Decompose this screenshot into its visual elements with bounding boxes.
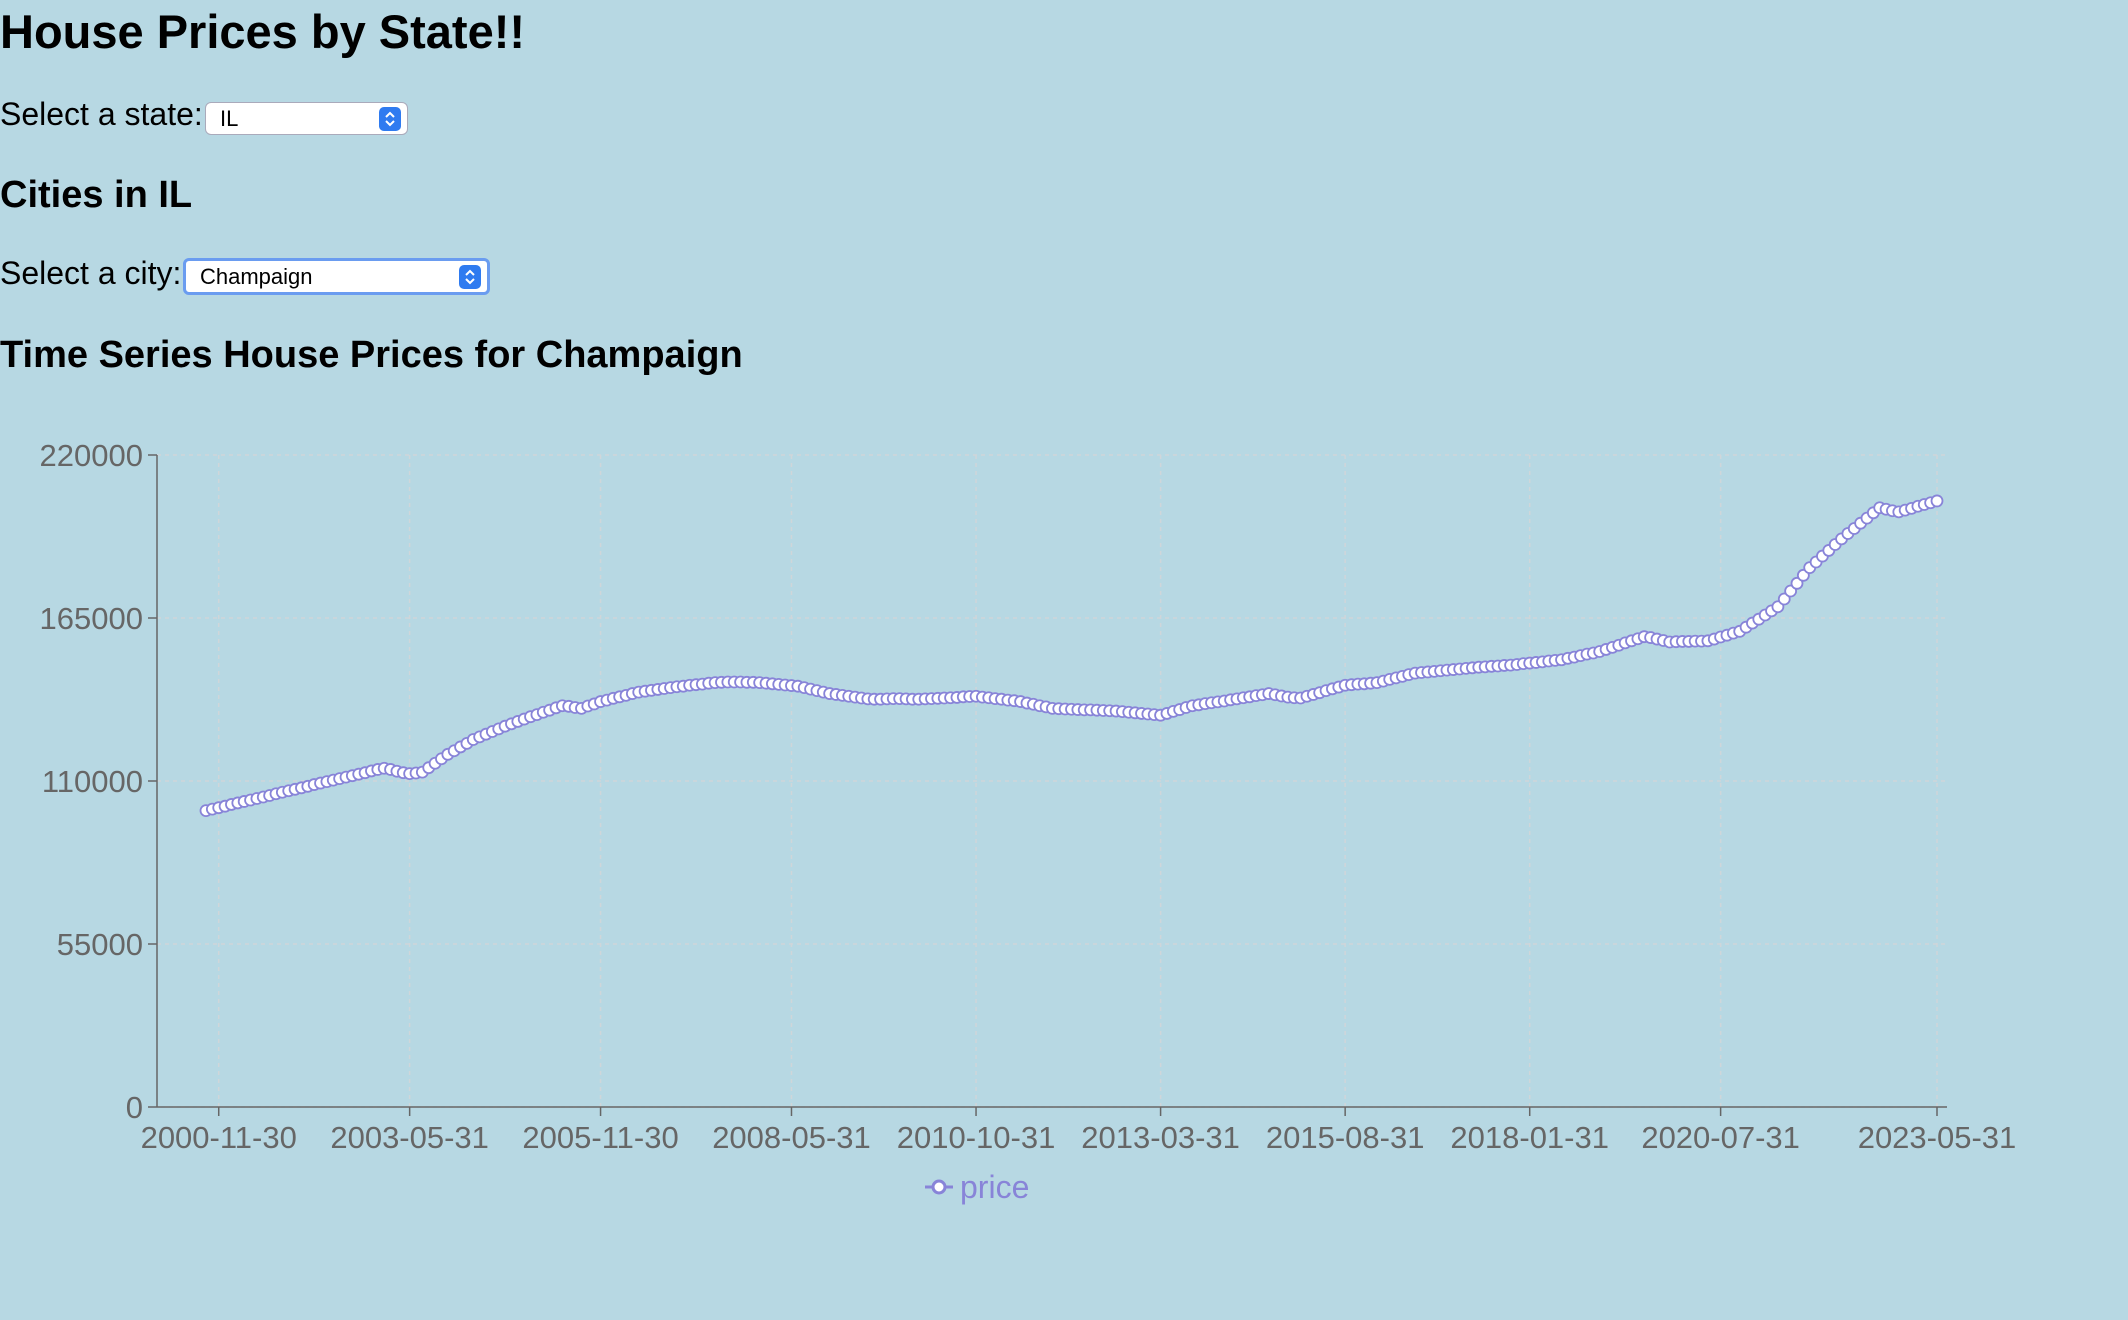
y-tick-label: 220000 [40, 438, 143, 473]
y-tick-label: 165000 [40, 601, 143, 636]
city-select[interactable]: Champaign [183, 258, 490, 295]
y-tick-label: 110000 [42, 764, 143, 799]
data-point [1930, 494, 1944, 508]
select-arrow [459, 264, 481, 289]
state-value: IL [220, 105, 239, 131]
cities-heading: Cities in IL [0, 174, 193, 216]
x-tick-label: 2018-01-31 [1450, 1120, 1609, 1155]
x-tick-label: 2010-10-31 [897, 1120, 1056, 1155]
state-label: Select a state: [0, 96, 203, 132]
chart: 0 55000 110000 165000 220000 2000-11-30 2003-0… [40, 438, 2017, 1205]
x-tick-label: 2015-08-31 [1266, 1120, 1425, 1155]
x-tick-label: 2013-03-31 [1081, 1120, 1240, 1155]
x-tick-label: 2005-11-30 [522, 1120, 678, 1155]
page-title: House Prices by State!! [0, 5, 526, 58]
y-tick-label: 55000 [57, 927, 143, 962]
city-value: Champaign [200, 263, 313, 289]
x-tick-label: 2020-07-31 [1641, 1120, 1800, 1155]
legend-label: price [960, 1169, 1029, 1205]
select-arrow [379, 106, 401, 131]
state-select[interactable]: IL [205, 102, 408, 135]
y-tick-label: 0 [126, 1090, 143, 1125]
x-tick-label: 2008-05-31 [712, 1120, 871, 1155]
price-line [205, 499, 1938, 812]
x-tick-label: 2003-05-31 [330, 1120, 489, 1155]
x-tick-label: 2000-11-30 [141, 1120, 297, 1155]
city-label: Select a city: [0, 255, 182, 291]
chart-heading: Time Series House Prices for Champaign [0, 334, 743, 376]
x-tick-label: 2023-05-31 [1858, 1120, 2017, 1155]
legend-marker [931, 1179, 947, 1195]
